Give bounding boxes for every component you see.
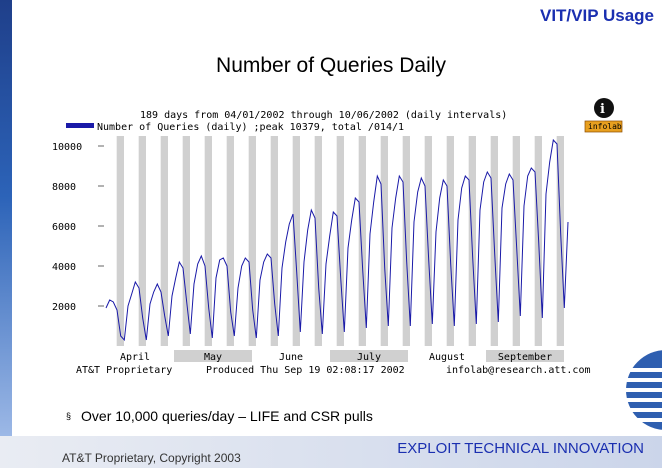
weekend-stripe xyxy=(270,136,278,346)
att-globe-logo xyxy=(623,350,662,430)
month-band xyxy=(174,350,252,362)
footer-copyright: AT&T Proprietary, Copyright 2003 xyxy=(62,451,241,465)
weekend-stripe xyxy=(424,136,432,346)
bullet-point: § Over 10,000 queries/day – LIFE and CSR … xyxy=(66,408,373,424)
month-label: May xyxy=(204,352,222,363)
y-tick-label: 4000 xyxy=(52,262,76,273)
bullet-marker: § xyxy=(66,411,72,421)
left-decorative-strip xyxy=(0,0,12,436)
header-title: VIT/VIP Usage xyxy=(539,6,654,25)
weekend-stripe xyxy=(248,136,256,346)
month-label: August xyxy=(429,352,465,363)
y-tick-label: 2000 xyxy=(52,302,76,313)
y-tick-label: 8000 xyxy=(52,182,76,193)
weekend-stripe xyxy=(446,136,454,346)
y-tick-label: 6000 xyxy=(52,222,76,233)
weekend-stripe xyxy=(138,136,146,346)
footer-proprietary: AT&T Proprietary xyxy=(76,365,172,376)
month-label: September xyxy=(498,352,552,363)
chart-legend: Number of Queries (daily) ;peak 10379, t… xyxy=(97,122,404,133)
legend-swatch xyxy=(66,123,94,128)
weekend-stripe xyxy=(160,136,168,346)
weekend-stripe xyxy=(402,136,410,346)
y-tick-label: 10000 xyxy=(52,142,82,153)
series-line xyxy=(105,138,569,342)
weekend-stripe xyxy=(204,136,212,346)
month-band xyxy=(486,350,564,362)
weekend-stripe xyxy=(314,136,322,346)
month-band xyxy=(330,350,408,362)
footer-bar xyxy=(0,436,662,468)
bullet-text: Over 10,000 queries/day – LIFE and CSR p… xyxy=(81,408,373,424)
weekend-stripe xyxy=(556,136,564,346)
weekend-stripe xyxy=(182,136,190,346)
infolab-badge xyxy=(584,120,623,133)
month-label: April xyxy=(120,352,150,363)
infolab-badge-label: infolab xyxy=(588,122,622,131)
page-title: Number of Queries Daily xyxy=(216,54,446,77)
footer-slogan: EXPLOIT TECHNICAL INNOVATION xyxy=(397,440,644,457)
footer-email: infolab@research.att.com xyxy=(446,365,591,376)
weekend-stripe xyxy=(380,136,388,346)
weekend-stripe xyxy=(336,136,344,346)
chart-svg: 189 days from 04/01/2002 through 10/06/2… xyxy=(52,98,623,376)
chart-title: 189 days from 04/01/2002 through 10/06/2… xyxy=(140,110,507,121)
info-icon[interactable]: i xyxy=(594,98,614,118)
queries-chart: 189 days from 04/01/2002 through 10/06/2… xyxy=(52,98,628,380)
weekend-stripe xyxy=(358,136,366,346)
month-label: June xyxy=(279,352,303,363)
month-label: July xyxy=(357,352,381,363)
svg-text:i: i xyxy=(600,102,605,117)
weekend-stripe xyxy=(226,136,234,346)
weekend-stripe xyxy=(292,136,300,346)
footer-produced: Produced Thu Sep 19 02:08:17 2002 xyxy=(206,365,405,376)
weekend-stripe xyxy=(116,136,124,346)
